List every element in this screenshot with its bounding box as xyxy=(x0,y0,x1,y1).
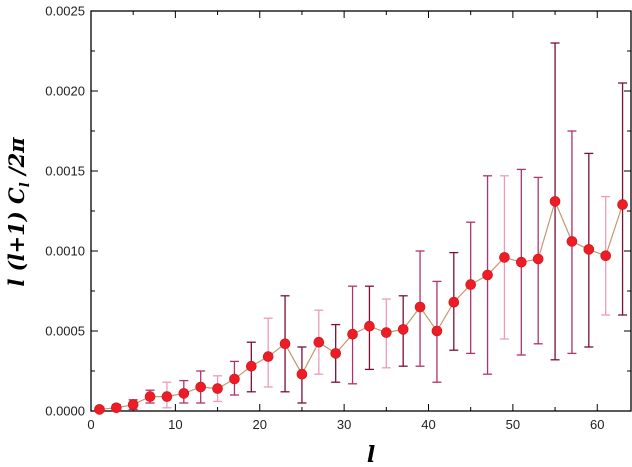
data-points xyxy=(94,196,628,415)
y-tick-label: 0.0010 xyxy=(45,244,85,259)
data-point xyxy=(246,360,257,372)
data-point xyxy=(195,381,206,393)
data-point xyxy=(127,399,139,410)
y-tick-label: 0.0015 xyxy=(45,164,85,179)
data-point xyxy=(161,391,173,402)
x-tick-label: 20 xyxy=(253,417,267,432)
data-point xyxy=(178,388,190,399)
data-point xyxy=(94,404,105,415)
y-tick-label: 0.0025 xyxy=(45,4,85,19)
axis-ticks xyxy=(90,10,631,412)
data-point xyxy=(111,402,122,414)
x-tick-label: 0 xyxy=(87,417,94,432)
data-point xyxy=(448,296,460,308)
data-point xyxy=(262,351,274,362)
data-point xyxy=(465,279,476,290)
y-tick-label: 0.0005 xyxy=(45,324,85,339)
data-point xyxy=(431,325,443,337)
x-axis-label: l xyxy=(367,442,375,467)
data-point xyxy=(516,256,527,268)
data-point xyxy=(144,391,156,402)
data-point xyxy=(397,324,409,335)
plot-frame xyxy=(90,10,632,412)
data-point xyxy=(347,328,358,340)
data-point xyxy=(381,327,392,338)
y-axis-label-subscript: l xyxy=(18,182,33,187)
data-point xyxy=(414,301,426,313)
data-point xyxy=(499,252,510,263)
data-point xyxy=(482,269,493,281)
error-bar xyxy=(618,82,628,316)
x-tick-label: 50 xyxy=(506,417,520,432)
data-point xyxy=(549,196,561,207)
y-axis-label-main: l (l+1) C xyxy=(4,187,29,287)
y-tick-label: 0.0020 xyxy=(45,84,85,99)
y-axis-label-denominator: /2π xyxy=(4,137,29,183)
data-point xyxy=(583,244,595,255)
x-tick-label: 40 xyxy=(421,417,435,432)
data-point xyxy=(296,368,308,380)
series-polyline xyxy=(99,199,624,410)
data-point xyxy=(212,383,223,394)
data-point xyxy=(279,338,291,350)
y-tick-label: 0.0000 xyxy=(45,404,85,419)
data-point xyxy=(566,236,578,247)
x-tick-label: 30 xyxy=(337,417,351,432)
data-point xyxy=(532,253,544,265)
tick-labels: 0 10 20 30 40 50 60 0.0000 0.0005 0.0010 0.0015 0.0… xyxy=(45,4,604,433)
data-point xyxy=(600,250,611,262)
series-line xyxy=(99,199,624,410)
plot-frame-rect xyxy=(90,10,632,412)
data-point xyxy=(617,199,628,210)
data-point xyxy=(313,336,325,348)
data-point xyxy=(364,320,375,332)
y-axis-label: l (l+1) Cl /2π xyxy=(4,137,33,287)
x-tick-label: 60 xyxy=(590,417,604,432)
data-point xyxy=(330,348,341,359)
data-point xyxy=(229,373,240,385)
x-tick-label: 10 xyxy=(168,417,182,432)
